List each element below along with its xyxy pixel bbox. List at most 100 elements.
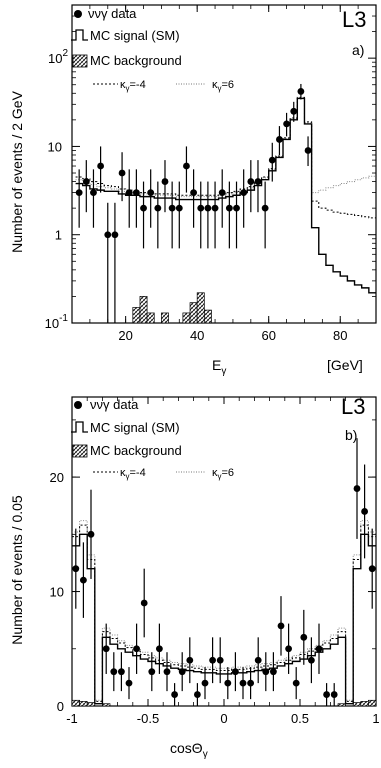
data-point bbox=[118, 668, 125, 676]
panel-a-histograms bbox=[75, 96, 376, 294]
data-point bbox=[97, 162, 105, 170]
legend-data-marker bbox=[74, 10, 82, 18]
data-point bbox=[104, 231, 112, 239]
kappa-6-histogram bbox=[72, 520, 376, 701]
panel-b-ylabel: Number of events / 0.05 bbox=[9, 495, 25, 645]
data-point bbox=[171, 691, 179, 698]
kappa-m4-histogram bbox=[75, 96, 376, 219]
data-point bbox=[262, 668, 270, 676]
background-bar bbox=[79, 701, 88, 707]
legend-data-label: ννγ data bbox=[90, 397, 139, 412]
data-point bbox=[218, 189, 226, 196]
data-point bbox=[190, 189, 198, 196]
data-point bbox=[183, 162, 190, 170]
legend-kappa-m4-label: κγ=-4 bbox=[120, 467, 146, 481]
data-point bbox=[154, 204, 162, 212]
data-point bbox=[261, 204, 269, 212]
signal-histogram bbox=[72, 533, 376, 705]
data-point bbox=[140, 599, 148, 607]
data-point bbox=[300, 633, 308, 641]
legend-background-marker bbox=[72, 54, 88, 68]
x-tick-label: 0.5 bbox=[291, 711, 309, 726]
data-point bbox=[330, 691, 338, 698]
legend-signal-marker bbox=[71, 421, 88, 433]
x-tick-label: 20 bbox=[118, 328, 132, 343]
panel-b-background-bars bbox=[71, 699, 377, 707]
data-point bbox=[132, 189, 140, 196]
data-point bbox=[216, 656, 224, 664]
y-tick-label: 1 bbox=[55, 228, 62, 243]
data-point bbox=[175, 204, 183, 212]
legend-signal-label: MC signal (SM) bbox=[90, 420, 180, 435]
data-point bbox=[204, 204, 212, 212]
data-point bbox=[247, 679, 255, 687]
legend-background-marker bbox=[72, 444, 88, 458]
legend-background-label: MC background bbox=[90, 53, 182, 68]
data-point bbox=[247, 178, 255, 185]
data-point bbox=[315, 645, 323, 653]
background-bar bbox=[102, 703, 111, 707]
background-bar bbox=[161, 312, 169, 324]
x-tick-label: -0.5 bbox=[137, 711, 159, 726]
data-point bbox=[133, 645, 141, 653]
data-point bbox=[140, 204, 147, 212]
background-bar bbox=[360, 701, 369, 707]
data-point bbox=[368, 565, 376, 573]
data-point bbox=[270, 668, 277, 676]
background-bar bbox=[189, 302, 198, 324]
panel-b-experiment-label: L3 bbox=[341, 394, 365, 419]
data-point bbox=[297, 88, 305, 95]
data-point bbox=[111, 231, 119, 239]
legend-kappa-6-label: κγ=6 bbox=[212, 79, 234, 93]
data-point bbox=[240, 189, 248, 196]
data-point bbox=[82, 178, 90, 185]
data-point bbox=[277, 622, 285, 630]
panel-b: -1 -0.5 0 0.5 1 0 10 20 Number of events / 0.0… bbox=[9, 394, 380, 760]
panel-b-panel-label: b) bbox=[345, 427, 357, 443]
background-bar bbox=[337, 703, 346, 707]
panel-b-histograms bbox=[72, 520, 376, 705]
x-tick-label: 1 bbox=[372, 711, 379, 726]
x-tick-label: 60 bbox=[261, 328, 275, 343]
data-point bbox=[194, 691, 201, 698]
data-point bbox=[197, 204, 205, 212]
background-bar bbox=[352, 702, 362, 707]
data-point bbox=[72, 565, 80, 573]
panel-a-y-ticks: 10-1 1 10 102 bbox=[45, 4, 376, 331]
data-point bbox=[225, 204, 233, 212]
data-point bbox=[201, 679, 209, 687]
data-point bbox=[233, 204, 240, 212]
background-bar bbox=[71, 699, 80, 707]
legend-signal-label: MC signal (SM) bbox=[90, 28, 180, 43]
data-point bbox=[361, 508, 368, 515]
panel-b-legend: ννγ data MC signal (SM) MC background κγ… bbox=[71, 397, 234, 481]
data-point bbox=[161, 178, 169, 185]
data-point bbox=[283, 120, 290, 128]
background-bar bbox=[196, 292, 205, 324]
y-tick-label: 20 bbox=[50, 470, 64, 485]
panel-b-xlabel: cosΘγ bbox=[170, 740, 208, 760]
panel-a-frame bbox=[71, 4, 377, 324]
x-tick-label: 40 bbox=[190, 328, 204, 343]
data-point bbox=[304, 147, 312, 154]
data-point bbox=[80, 576, 87, 584]
data-point bbox=[178, 668, 186, 676]
background-bar bbox=[182, 312, 191, 324]
data-point bbox=[308, 656, 315, 664]
panel-b-data-points bbox=[72, 438, 376, 706]
data-point bbox=[102, 645, 110, 653]
legend-data-marker bbox=[74, 401, 82, 409]
data-point bbox=[148, 668, 156, 676]
kappa-6-histogram bbox=[75, 97, 376, 198]
background-bar bbox=[132, 307, 141, 324]
legend-background-label: MC background bbox=[90, 443, 182, 458]
panel-a-ylabel: Number of events / 2 GeV bbox=[9, 90, 25, 253]
background-bar bbox=[203, 309, 212, 324]
data-point bbox=[209, 656, 217, 664]
kappa-m4-histogram bbox=[72, 524, 376, 702]
legend-kappa-6-label: κγ=6 bbox=[212, 467, 234, 481]
data-point bbox=[254, 656, 262, 664]
data-point bbox=[125, 679, 133, 687]
data-point bbox=[224, 679, 232, 687]
